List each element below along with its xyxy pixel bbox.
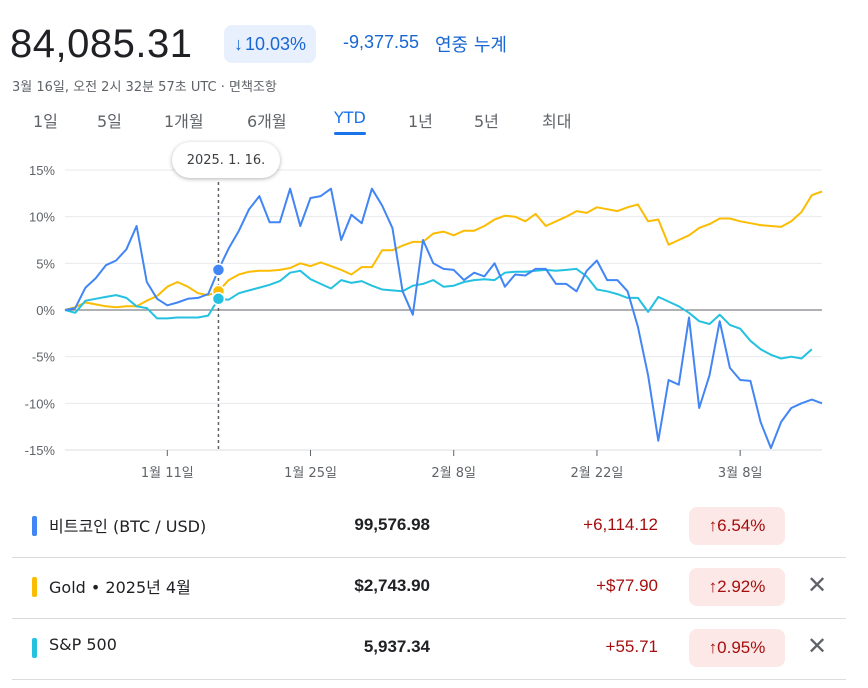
- tab-6m[interactable]: 6개월: [247, 112, 287, 131]
- tab-max[interactable]: 최대: [542, 112, 572, 131]
- close-icon[interactable]: ✕: [806, 571, 828, 599]
- series-line: [64, 190, 823, 311]
- y-tick-label: 0%: [36, 303, 55, 318]
- series-line: [64, 267, 813, 360]
- legend-row-btc[interactable]: 비트코인 (BTC / USD) 99,576.98 +6,114.12 ↑ 6.…: [12, 497, 846, 558]
- series-value: 99,576.98: [354, 515, 430, 534]
- series-change-pct: ↑ 0.95%: [689, 629, 785, 667]
- series-color-bar: [32, 638, 37, 658]
- legend-row-sp500[interactable]: S&P 500 5,937.34 +55.71 ↑ 0.95% ✕: [12, 619, 846, 680]
- x-tick-label: 2월 8일: [431, 466, 476, 481]
- tab-1d[interactable]: 1일: [33, 112, 58, 131]
- series-marker-point: [211, 292, 226, 306]
- arrow-up-icon: ↑: [708, 577, 718, 596]
- ytd-change-label: 연중 누계: [435, 35, 507, 56]
- series-change-pct: ↑ 6.54%: [689, 507, 785, 545]
- ytd-change-abs: -9,377.55: [343, 32, 420, 52]
- chart-area[interactable]: 15% 10% 5% 0% -5% -10% -15% 1월 11일 1월 25일 2월 8일 2월…: [0, 140, 868, 490]
- tab-ytd[interactable]: YTD: [334, 108, 366, 135]
- range-tabs: 1일 5일 1개월 6개월 YTD 1년 5년 최대: [0, 104, 868, 140]
- ytd-change-pct: 10.03%: [245, 33, 307, 54]
- legend-row-gold[interactable]: Gold • 2025년 4월 $2,743.90 +$77.90 ↑ 2.92%…: [12, 558, 846, 619]
- arrow-down-icon: ↓: [234, 33, 243, 54]
- series-color-bar: [32, 577, 37, 597]
- series-name: S&P 500: [49, 635, 117, 654]
- series-color-bar: [32, 516, 37, 536]
- series-change-abs: +55.71: [605, 637, 658, 656]
- x-tick-label: 1월 25일: [284, 466, 337, 481]
- current-price: 84,085.31: [10, 22, 193, 66]
- arrow-up-icon: ↑: [708, 638, 718, 657]
- pct-text: 0.95%: [717, 638, 766, 657]
- y-tick-label: -10%: [25, 396, 56, 411]
- y-tick-label: 10%: [29, 210, 55, 225]
- x-tick-label: 2월 22일: [571, 466, 624, 481]
- series-change-abs: +6,114.12: [583, 515, 658, 534]
- x-tick-label: 3월 8일: [718, 466, 763, 481]
- series-line: [64, 187, 823, 450]
- series-name: 비트코인 (BTC / USD): [49, 517, 207, 536]
- pct-text: 6.54%: [717, 516, 766, 535]
- close-icon[interactable]: ✕: [806, 632, 828, 660]
- tab-5d[interactable]: 5일: [97, 112, 122, 131]
- series-marker-point: [211, 263, 226, 277]
- date-tooltip: 2025. 1. 16.: [172, 142, 280, 178]
- timestamp-disclaimer[interactable]: 3월 16일, 오전 2시 32분 57초 UTC · 면책조항: [12, 80, 277, 95]
- x-tick-label: 1월 11일: [141, 466, 194, 481]
- arrow-up-icon: ↑: [708, 516, 718, 535]
- pct-text: 2.92%: [717, 577, 766, 596]
- series-change-abs: +$77.90: [596, 576, 658, 595]
- tab-1m[interactable]: 1개월: [164, 112, 204, 131]
- y-tick-label: -15%: [25, 443, 56, 458]
- tab-1y[interactable]: 1년: [408, 112, 433, 131]
- series-value: $2,743.90: [354, 576, 430, 595]
- ytd-change-pill: ↓ 10.03%: [224, 25, 317, 63]
- series-change-pct: ↑ 2.92%: [689, 568, 785, 606]
- tab-5y[interactable]: 5년: [474, 112, 499, 131]
- series-value: 5,937.34: [363, 637, 430, 656]
- y-tick-label: 15%: [29, 163, 55, 178]
- y-tick-label: 5%: [36, 256, 55, 271]
- performance-chart[interactable]: 15% 10% 5% 0% -5% -10% -15% 1월 11일 1월 25일 2월 8일 2월…: [0, 140, 868, 490]
- y-tick-label: -5%: [32, 350, 56, 365]
- series-name: Gold • 2025년 4월: [49, 578, 191, 597]
